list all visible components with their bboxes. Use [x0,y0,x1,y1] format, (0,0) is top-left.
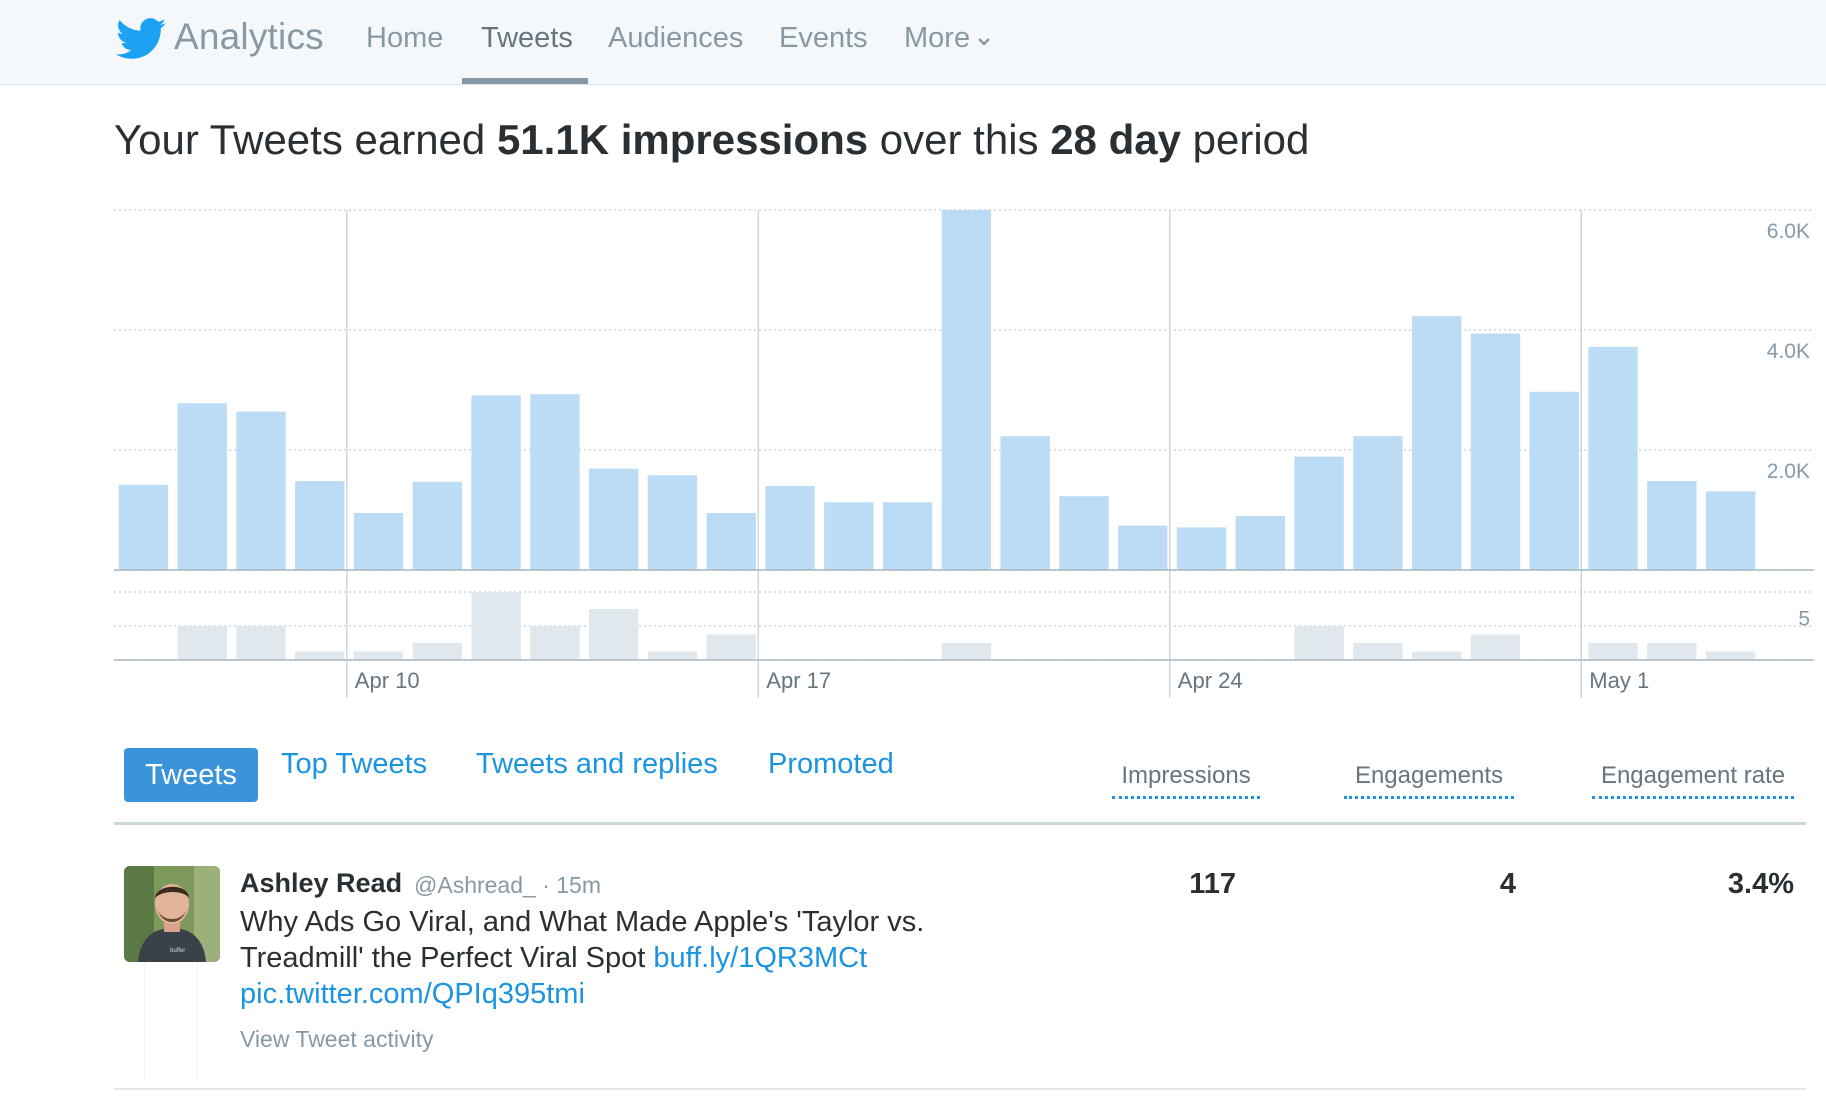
impressions-bar [1176,527,1227,570]
impressions-bar [1353,436,1403,570]
impressions-bar [1647,481,1697,570]
engagements-bar [236,626,286,660]
engagements-bar [1470,634,1521,660]
tweet-engagements-value: 4 [1499,868,1516,900]
table-divider [114,822,1806,825]
impressions-bar [1411,316,1462,570]
engagements-bar [706,634,756,660]
engagements-bar [1705,651,1756,660]
impressions-bar [765,486,815,570]
analytics-brand[interactable]: Analytics [174,16,324,57]
impressions-bar [1294,456,1344,570]
top-nav-bar: Analytics Home Tweets Audiences Events M… [0,0,1826,85]
engagements-bar [1294,626,1344,660]
headline-impressions: 51.1K impressions [496,116,869,163]
date-tick-label: May 1 [1589,668,1649,693]
impressions-bar [471,395,521,570]
engagements-tick-label: 5 [1798,608,1810,631]
engagements-bar [1353,643,1403,660]
impressions-bar [1705,491,1756,570]
engagements-bar [530,626,580,660]
tab-tweets[interactable]: Tweets [124,748,258,802]
active-tab-indicator [462,78,588,84]
tweet-body: Why Ads Go Viral, and What Made Apple's … [240,906,925,974]
impressions-chart: Apr 10 Apr 17 Apr 24 May 1 2.0K 4.0K 6.0K 5 [114,209,1814,698]
impressions-bar [118,484,169,570]
impressions-bar [824,502,874,570]
column-engagements[interactable]: Engagements [1344,762,1514,799]
tab-top-tweets[interactable]: Top Tweets [281,748,428,780]
row-divider [114,1088,1806,1090]
tweet-link-pic[interactable]: pic.twitter.com/QPIq395tmi [240,978,585,1010]
engagements-bar [1588,643,1638,660]
impressions-bar [177,403,227,570]
impressions-bar [1000,436,1050,570]
view-tweet-activity-link[interactable]: View Tweet activity [240,1026,434,1052]
impressions-bar [412,481,463,570]
headline-period: 28 day [1050,116,1181,163]
avatar[interactable]: buffer [124,866,220,962]
tweet-impressions-value: 117 [1189,868,1236,900]
engagements-bar [1647,643,1697,660]
impressions-bar [1059,496,1109,570]
nav-events[interactable]: Events [779,22,868,54]
tweet-author-handle[interactable]: @Ashread_ · 15m [414,872,601,898]
headline-suffix: period [1180,116,1310,163]
engagements-bar [177,626,227,660]
impressions-bar [1470,333,1521,570]
date-tick-label: Apr 10 [355,668,420,693]
tweet-author-name[interactable]: Ashley Read [240,868,403,898]
impressions-tick-label: 4.0K [1767,340,1810,363]
tweet-text: Why Ads Go Viral, and What Made Apple's … [240,904,1000,1012]
impressions-bar [1588,346,1638,570]
twitter-bird-icon[interactable] [116,18,166,60]
impressions-bar [1529,391,1579,570]
impressions-bar [1235,516,1286,570]
tab-promoted[interactable]: Promoted [768,748,894,780]
column-engagement-rate[interactable]: Engagement rate [1592,762,1794,799]
date-tick-label: Apr 17 [766,668,831,693]
nav-tweets[interactable]: Tweets [481,22,573,54]
impressions-bar [941,210,992,570]
chevron-down-icon[interactable] [976,34,992,50]
nav-audiences[interactable]: Audiences [608,22,744,54]
impressions-bar [882,502,933,570]
chart-axes: Apr 10 Apr 17 Apr 24 May 1 2.0K 4.0K 6.0K 5 [114,220,1814,693]
nav-more[interactable]: More [904,22,971,54]
svg-text:buffer: buffer [170,948,185,954]
engagements-bar [471,592,521,660]
impressions-bar [647,475,698,570]
date-tick-label: Apr 24 [1178,668,1243,693]
impressions-bar [530,394,580,570]
engagements-bars [177,592,1756,660]
engagements-bar [647,651,698,660]
tweet-engagement-rate-value: 3.4% [1727,868,1794,900]
impressions-bar [236,411,286,570]
headline-prefix: Your Tweets earned [114,116,497,163]
engagements-bar [353,651,404,660]
impressions-tick-label: 6.0K [1767,220,1810,243]
headline-middle: over this [868,116,1051,163]
engagements-bar [941,643,992,660]
avatar-image: buffer [124,866,220,962]
impressions-bar [588,468,639,570]
impressions-bar [706,513,756,570]
engagements-bar [1411,651,1462,660]
column-impressions[interactable]: Impressions [1112,762,1260,799]
engagements-bar [412,643,463,660]
engagements-bar [588,609,639,660]
impressions-bars [118,210,1756,570]
impressions-bar [1118,525,1168,570]
engagements-bar [295,651,345,660]
impressions-tick-label: 2.0K [1767,460,1810,483]
impressions-bar [353,513,404,570]
avatar-shadow [144,962,198,1080]
nav-home[interactable]: Home [366,22,444,54]
tab-tweets-and-replies[interactable]: Tweets and replies [476,748,718,780]
impressions-bar [295,481,345,570]
tweet-link-short[interactable]: buff.ly/1QR3MCt [653,942,868,974]
page-headline: Your Tweets earned 51.1K impressions ove… [114,116,1309,164]
